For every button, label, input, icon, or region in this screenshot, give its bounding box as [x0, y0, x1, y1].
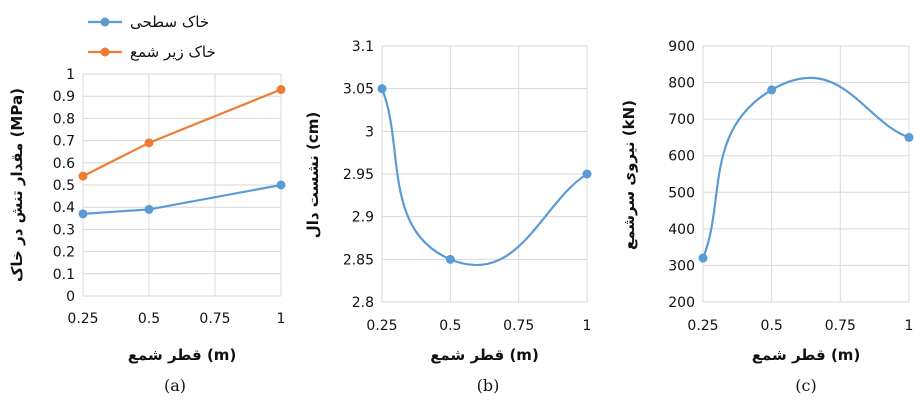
y-tick-label: 800	[668, 76, 695, 92]
y-tick-label: 3	[365, 124, 374, 140]
legend-swatch-marker	[100, 47, 110, 57]
data-point	[377, 84, 387, 94]
y-tick-label: 0.8	[53, 111, 75, 127]
y-tick-label: 0.7	[53, 134, 75, 150]
chart-3: 200 300 400 500 600 700 800 900 0.25 0.5 0.75 1 قطر …	[620, 39, 914, 395]
x-axis-label: قطر شمع (m)	[752, 346, 861, 364]
x-tick-label: 0.5	[761, 318, 783, 334]
y-tick-label: 0.4	[53, 200, 75, 216]
data-point	[582, 169, 592, 179]
figure-caption: (b)	[477, 376, 500, 395]
y-axis-label: مقدار تنش در خاک (MPa)	[8, 88, 26, 282]
x-axis-label: قطر شمع (m)	[128, 346, 237, 364]
y-tick-label: 0.2	[53, 245, 75, 261]
y-tick-label: 0	[66, 289, 75, 305]
data-point	[767, 85, 777, 95]
x-axis-label: قطر شمع (m)	[430, 346, 539, 364]
data-point	[78, 209, 88, 219]
data-point	[698, 253, 708, 263]
y-tick-label: 2.9	[352, 210, 374, 226]
y-tick-label: 3.1	[352, 39, 374, 55]
y-tick-label: 200	[668, 295, 695, 311]
data-point	[144, 204, 154, 214]
y-tick-label: 2.95	[343, 167, 374, 183]
legend-label: خاک سطحی	[130, 13, 209, 31]
y-tick-label: 3.05	[343, 82, 374, 98]
x-tick-label: 0.25	[687, 318, 718, 334]
x-tick-label: 1	[905, 318, 914, 334]
x-tick-label: 0.75	[503, 318, 534, 334]
figure-caption: (c)	[795, 376, 816, 395]
plot-frame	[702, 45, 910, 303]
x-tick-label: 0.75	[199, 311, 230, 327]
legend-swatch-marker	[100, 17, 110, 27]
x-tick-label: 1	[583, 318, 592, 334]
data-point	[144, 138, 154, 148]
y-tick-label: 2.8	[352, 295, 374, 311]
y-axis-label: نشست دال (cm)	[304, 112, 322, 239]
figure-caption: (a)	[164, 376, 186, 395]
x-tick-label: 0.25	[67, 311, 98, 327]
x-tick-label: 0.5	[138, 311, 160, 327]
y-tick-label: 700	[668, 112, 695, 128]
chart-1: 0 0.1 0.2 0.3 0.4 0.5 0.6 0.7 0.8 0.9 1 0.25 0.5 0.75…	[8, 13, 286, 395]
x-tick-label: 0.75	[825, 318, 856, 334]
chart-2: 2.8 2.85 2.9 2.95 3 3.05 3.1 0.25 0.5 0.75 1 قطر شم…	[304, 39, 592, 395]
y-tick-label: 1	[66, 67, 75, 83]
x-tick-label: 0.25	[366, 318, 397, 334]
y-tick-label: 600	[668, 149, 695, 165]
y-tick-label: 300	[668, 258, 695, 274]
legend-label: خاک زیر شمع	[130, 43, 216, 61]
data-point	[904, 132, 914, 142]
data-point	[445, 254, 455, 264]
x-tick-label: 0.5	[439, 318, 461, 334]
y-tick-label: 0.6	[53, 156, 75, 172]
data-point	[276, 180, 286, 190]
y-tick-label: 2.85	[343, 252, 374, 268]
data-point	[276, 85, 286, 95]
y-tick-label: 0.9	[53, 89, 75, 105]
y-axis-label: نیروی سرشمع (kN)	[620, 100, 638, 250]
y-tick-label: 0.5	[53, 178, 75, 194]
data-point	[78, 171, 88, 181]
y-tick-label: 400	[668, 222, 695, 238]
y-tick-label: 0.1	[53, 267, 75, 283]
y-tick-label: 0.3	[53, 222, 75, 238]
series-line-1	[380, 88, 588, 267]
x-tick-label: 1	[277, 311, 286, 327]
y-tick-label: 500	[668, 185, 695, 201]
series-line-1	[701, 76, 910, 259]
y-tick-label: 900	[668, 39, 695, 55]
series-line-1	[82, 183, 282, 215]
